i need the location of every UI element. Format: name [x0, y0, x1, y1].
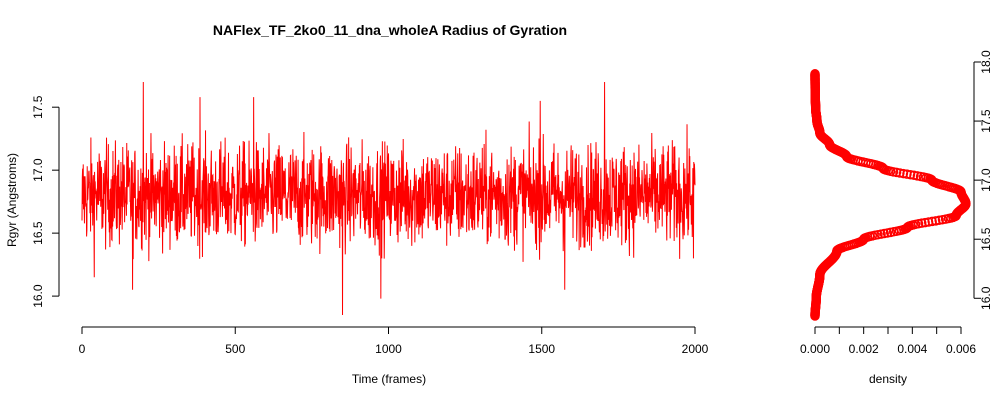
timeseries-panel: 0 500 1000 1500 2000 16.0 16.5 17.0 17.5 Time (…	[5, 81, 709, 386]
y-axis: 16.0 16.5 17.0 17.5	[31, 95, 60, 308]
timeseries-line	[81, 81, 696, 316]
density-point	[895, 168, 905, 178]
x-tick-label: 500	[225, 342, 245, 356]
density-point	[810, 69, 820, 79]
density-y-tick-label: 18.0	[979, 50, 993, 74]
density-x-axis-title: density	[869, 372, 907, 386]
density-x-tick-label: 0.006	[946, 342, 976, 356]
density-x-tick-label: 0.002	[849, 342, 879, 356]
x-tick-label: 1500	[528, 342, 555, 356]
x-tick-label: 2000	[682, 342, 709, 356]
x-tick-label: 1000	[375, 342, 402, 356]
rgyr-series-line	[81, 81, 696, 316]
density-point	[905, 169, 916, 180]
density-point	[934, 215, 944, 226]
density-point	[898, 168, 909, 179]
density-point	[920, 217, 930, 228]
density-y-tick-label: 16.0	[979, 286, 993, 310]
density-point	[927, 216, 937, 227]
x-tick-label: 0	[79, 342, 86, 356]
density-y-axis: 16.0 16.5 17.0 17.5 18.0	[973, 50, 993, 310]
x-axis: 0 500 1000 1500 2000	[79, 326, 709, 356]
density-point	[909, 170, 919, 181]
density-y-tick-label: 17.0	[979, 168, 993, 192]
y-tick-label: 16.5	[31, 221, 45, 245]
density-point	[912, 171, 923, 181]
density-point	[902, 169, 912, 179]
y-tick-label: 17.0	[31, 158, 45, 182]
y-tick-label: 16.0	[31, 284, 45, 308]
chart-title: NAFlex_TF_2ko0_11_dna_wholeA Radius of G…	[213, 22, 567, 38]
density-point	[916, 218, 927, 228]
density-x-axis: 0.000 0.002 0.004 0.006	[800, 326, 976, 356]
density-y-tick-label: 17.5	[979, 109, 993, 133]
density-x-tick-label: 0.004	[897, 342, 927, 356]
density-x-tick-label: 0.000	[800, 342, 830, 356]
x-axis-title: Time (frames)	[352, 372, 426, 386]
y-tick-label: 17.5	[31, 95, 45, 119]
density-point	[930, 216, 941, 226]
y-axis-title: Rgyr (Angstroms)	[5, 153, 19, 247]
density-point	[923, 217, 934, 227]
density-curve	[810, 69, 971, 321]
density-panel: 0.000 0.002 0.004 0.006 16.0 16.5 17.0 17.5 18.…	[800, 50, 993, 386]
density-y-tick-label: 16.5	[979, 227, 993, 251]
